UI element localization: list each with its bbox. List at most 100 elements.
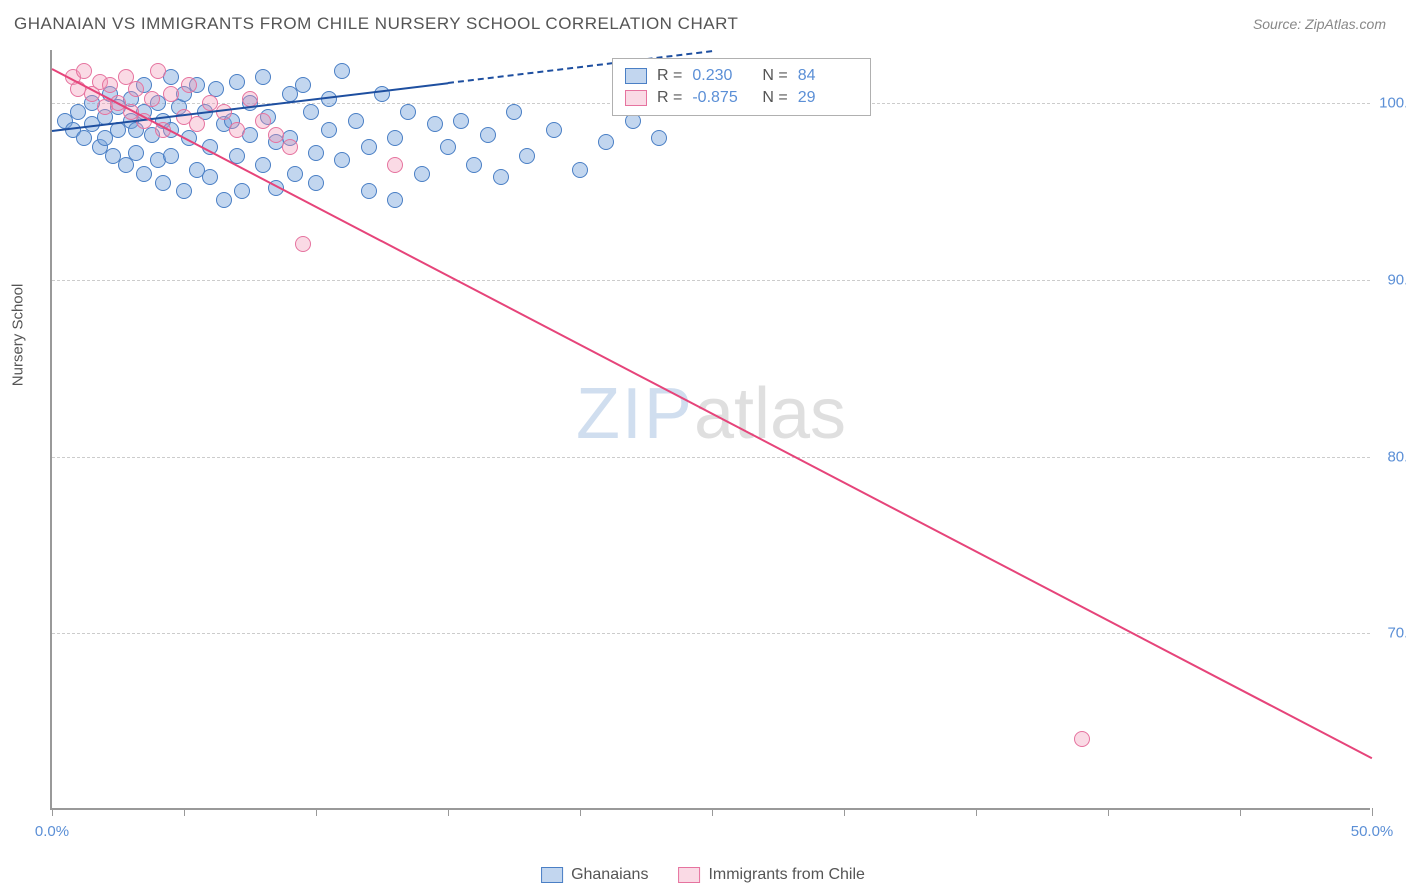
scatter-point [268, 127, 284, 143]
legend-swatch [678, 867, 700, 883]
scatter-point [76, 63, 92, 79]
stats-legend-row: R = -0.875 N = 29 [625, 87, 858, 109]
scatter-point [387, 157, 403, 173]
legend-swatch [625, 68, 647, 84]
x-tick [844, 808, 845, 816]
y-tick-label: 80.0% [1387, 448, 1406, 465]
chart-title: GHANAIAN VS IMMIGRANTS FROM CHILE NURSER… [14, 14, 738, 34]
scatter-point [287, 166, 303, 182]
scatter-point [282, 139, 298, 155]
scatter-point [427, 116, 443, 132]
y-tick-label: 100.0% [1379, 95, 1406, 112]
scatter-point [202, 169, 218, 185]
stat-n-label: N = [762, 89, 787, 107]
x-tick [448, 808, 449, 816]
scatter-point [76, 130, 92, 146]
scatter-point [176, 183, 192, 199]
scatter-point [651, 130, 667, 146]
stat-r-value: 0.230 [692, 67, 752, 85]
stats-legend-row: R = 0.230 N = 84 [625, 65, 858, 87]
scatter-point [466, 157, 482, 173]
scatter-point [255, 113, 271, 129]
scatter-point [493, 169, 509, 185]
scatter-point [506, 104, 522, 120]
scatter-point [334, 152, 350, 168]
scatter-point [181, 77, 197, 93]
scatter-point [255, 69, 271, 85]
legend-swatch [541, 867, 563, 883]
chart-source: Source: ZipAtlas.com [1253, 16, 1386, 32]
stat-n-value: 84 [798, 67, 858, 85]
scatter-point [163, 86, 179, 102]
scatter-point [295, 236, 311, 252]
scatter-point [572, 162, 588, 178]
x-tick [52, 808, 53, 816]
stats-legend: R = 0.230 N = 84 R = -0.875 N = 29 [612, 58, 871, 116]
scatter-point [128, 81, 144, 97]
scatter-point [303, 104, 319, 120]
scatter-point [348, 113, 364, 129]
x-tick [184, 808, 185, 816]
y-tick-label: 90.0% [1387, 271, 1406, 288]
stat-r-label: R = [657, 67, 682, 85]
x-tick [316, 808, 317, 816]
bottom-legend-item: Ghanaians [541, 866, 648, 884]
x-tick [1240, 808, 1241, 816]
stat-r-label: R = [657, 89, 682, 107]
x-tick [976, 808, 977, 816]
scatter-point [519, 148, 535, 164]
scatter-point [1074, 731, 1090, 747]
scatter-point [229, 74, 245, 90]
scatter-point [150, 63, 166, 79]
x-tick-label: 0.0% [35, 823, 69, 840]
stat-n-value: 29 [798, 89, 858, 107]
scatter-point [136, 166, 152, 182]
watermark-zip: ZIP [576, 374, 694, 454]
stat-n-label: N = [762, 67, 787, 85]
scatter-point [308, 175, 324, 191]
bottom-legend-item: Immigrants from Chile [678, 866, 864, 884]
scatter-point [361, 183, 377, 199]
scatter-point [387, 192, 403, 208]
scatter-point [234, 183, 250, 199]
y-axis-label: Nursery School [10, 284, 27, 387]
scatter-point [598, 134, 614, 150]
legend-label: Immigrants from Chile [708, 866, 864, 884]
grid-line [52, 633, 1370, 634]
scatter-point [400, 104, 416, 120]
scatter-point [189, 116, 205, 132]
x-tick-label: 50.0% [1351, 823, 1394, 840]
scatter-point [295, 77, 311, 93]
legend-swatch [625, 90, 647, 106]
x-tick [1108, 808, 1109, 816]
scatter-point [321, 91, 337, 107]
chart-header: GHANAIAN VS IMMIGRANTS FROM CHILE NURSER… [0, 0, 1406, 44]
grid-line [52, 457, 1370, 458]
grid-line [52, 280, 1370, 281]
scatter-point [480, 127, 496, 143]
scatter-point [229, 122, 245, 138]
scatter-point [387, 130, 403, 146]
scatter-point [216, 192, 232, 208]
scatter-point [440, 139, 456, 155]
scatter-point [163, 148, 179, 164]
y-tick-label: 70.0% [1387, 625, 1406, 642]
bottom-legend: Ghanaians Immigrants from Chile [541, 866, 865, 884]
scatter-point [321, 122, 337, 138]
scatter-point [414, 166, 430, 182]
scatter-point [144, 91, 160, 107]
scatter-point [334, 63, 350, 79]
scatter-point [155, 175, 171, 191]
x-tick [712, 808, 713, 816]
scatter-point [453, 113, 469, 129]
stat-r-value: -0.875 [692, 89, 752, 107]
scatter-point [102, 77, 118, 93]
trend-line [52, 68, 1373, 759]
scatter-point [255, 157, 271, 173]
scatter-point [128, 145, 144, 161]
x-tick [580, 808, 581, 816]
scatter-point [546, 122, 562, 138]
chart-plot-area: Nursery School ZIPatlas 70.0%80.0%90.0%1… [50, 50, 1370, 810]
legend-label: Ghanaians [571, 866, 648, 884]
scatter-point [308, 145, 324, 161]
